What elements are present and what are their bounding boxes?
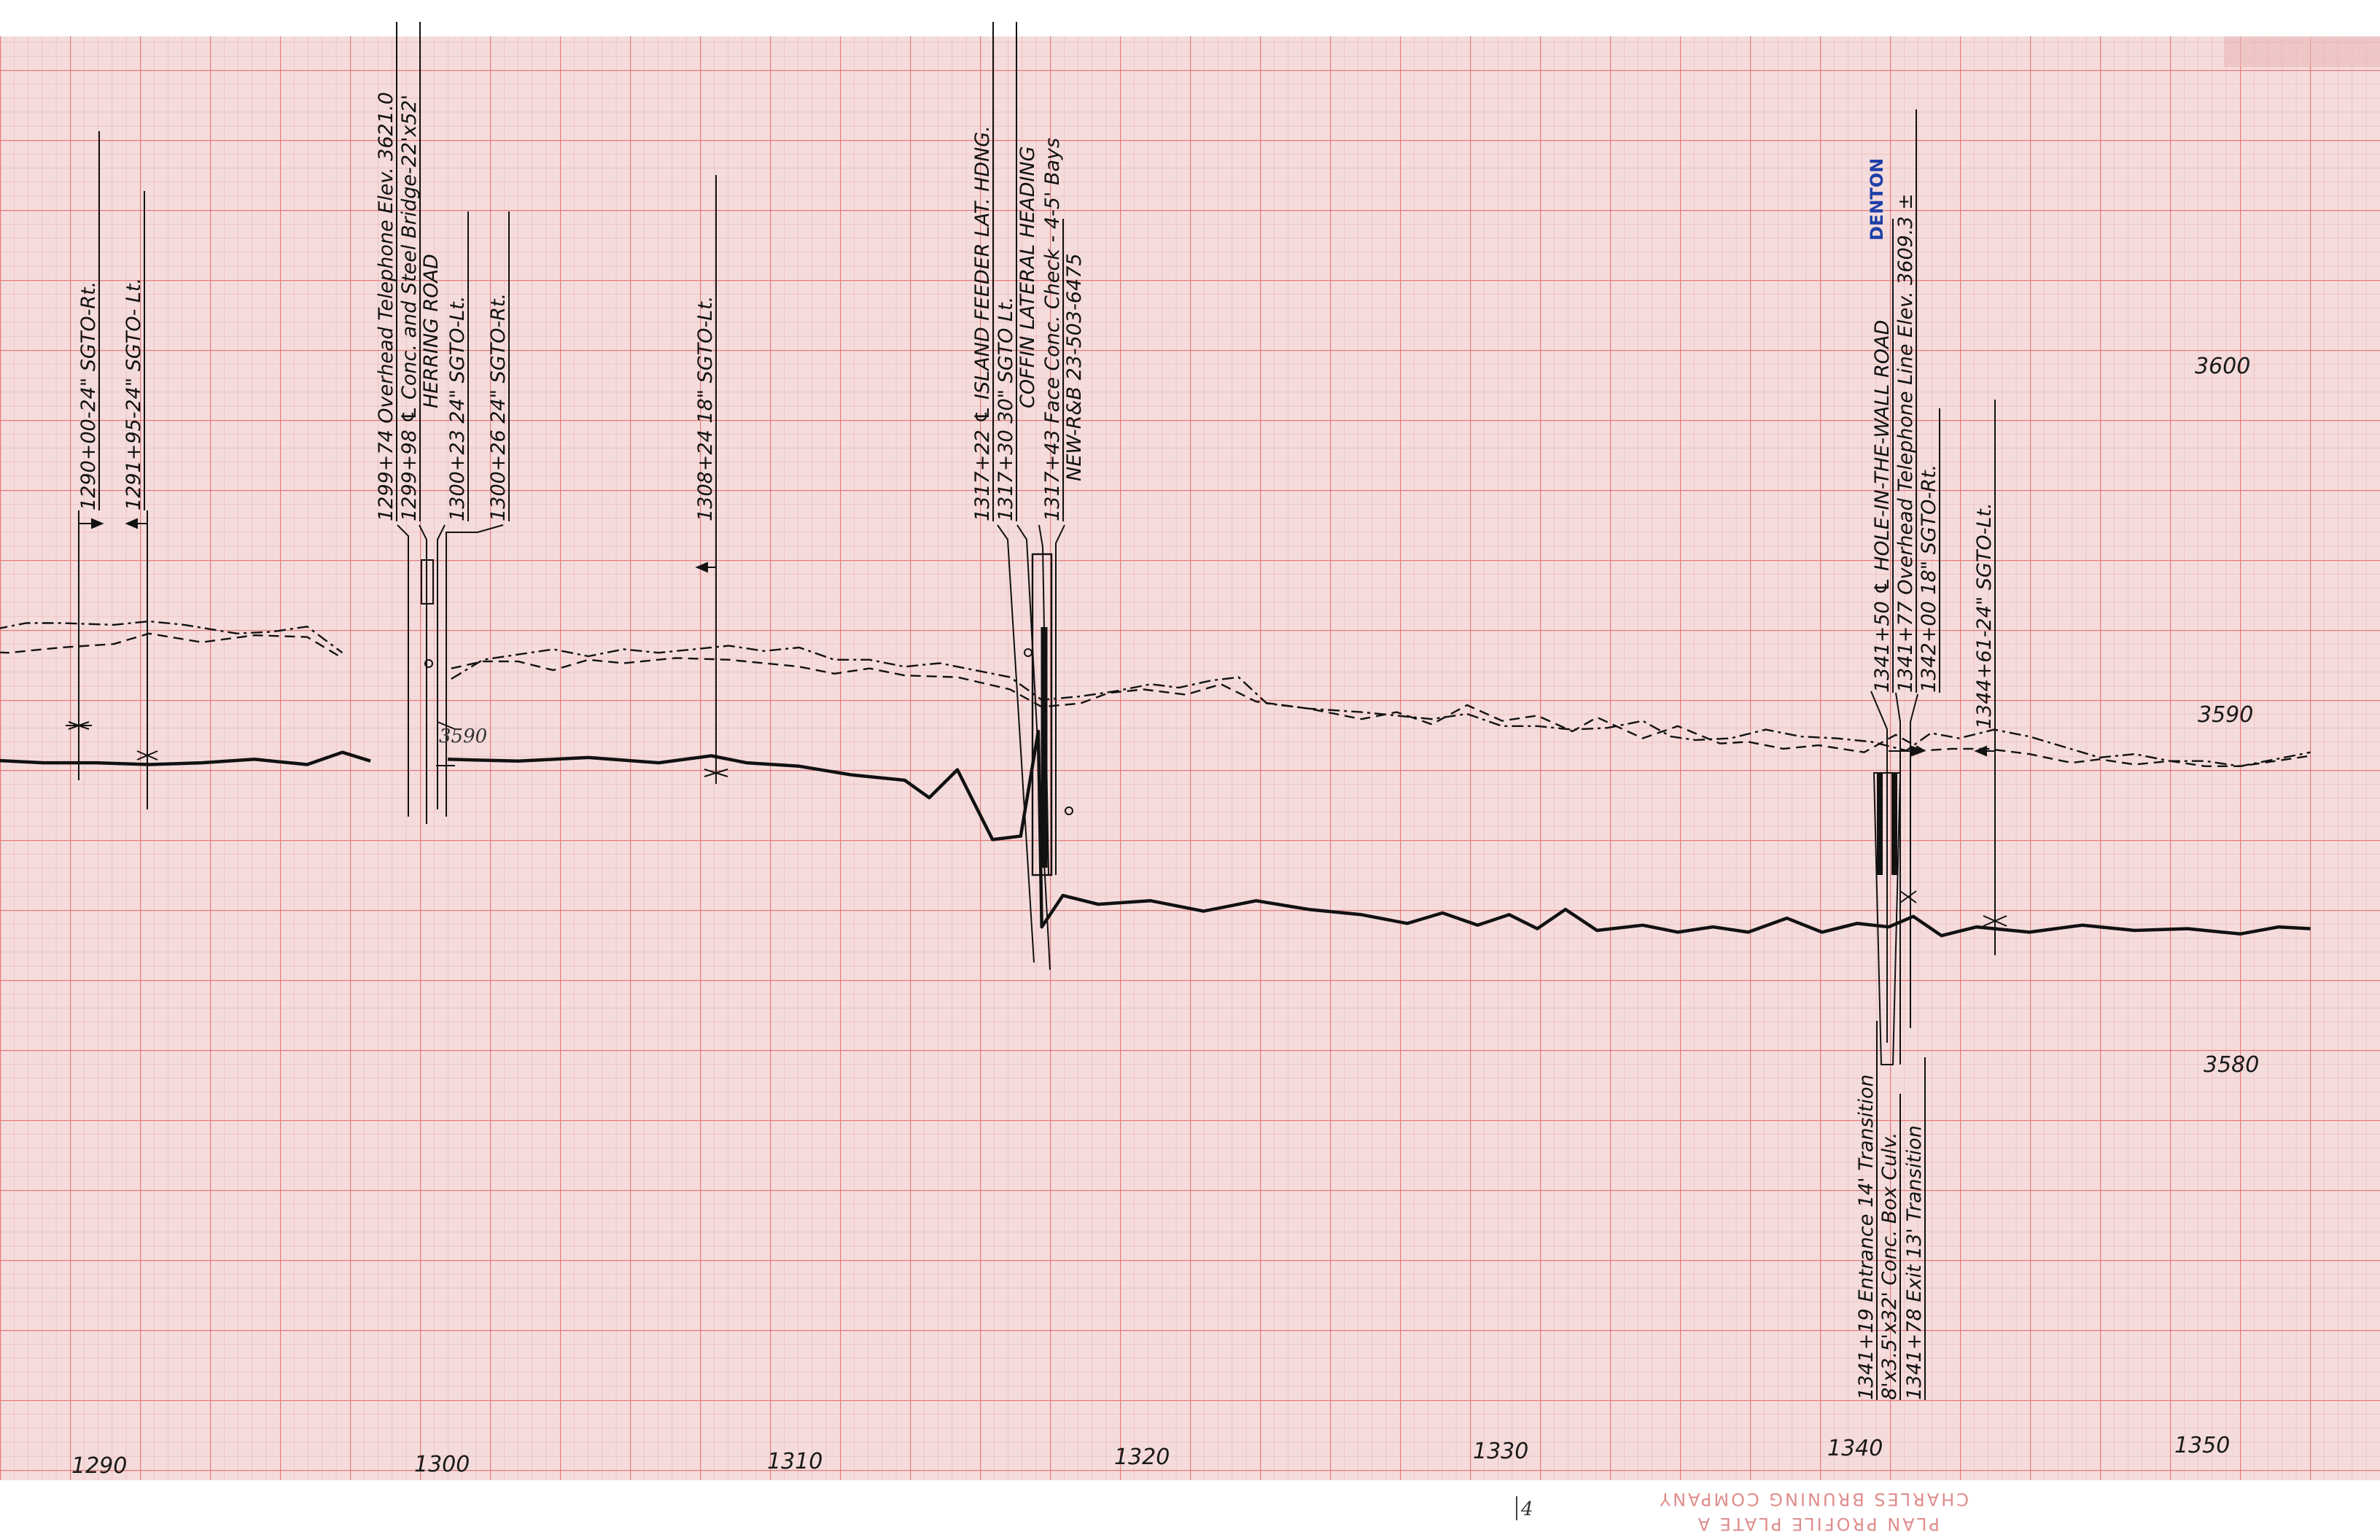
culvert-mark [1899,890,1917,903]
note-1342: 1342+00 18" SGTO-Rt. [1918,464,1940,693]
station-label-1330: 1330 [1473,1439,1528,1464]
note-1308: 1308+24 18" SGTO-Lt. [694,296,717,521]
leader-1290-mark [66,721,92,730]
elevation-label-3590: 3590 [2198,702,2253,728]
left-bank-profile [0,620,2311,767]
maker-imprint-line1: CHARLES BRUNING COMPANY [1657,1489,1969,1509]
note-box-culvert: 8'x3.5'x32' Conc. Box Culv. [1878,1132,1901,1400]
leader-1299b [419,524,427,824]
leader-1308-mark [704,769,728,777]
note-1341-road: 1341+50 ℄ HOLE-IN-THE-WALL ROAD [1871,320,1894,693]
note-1290: 1290+00-24" SGTO-Rt. [77,281,100,510]
station-leaders [66,175,2007,1065]
elevation-label-3580: 3580 [2204,1052,2259,1078]
note-1317-sgto: 1317+30 30" SGTO Lt. [995,297,1017,521]
profile-lines [0,620,2311,938]
maker-imprint-line2: PLAN PROFILE PLATE A [1696,1514,1940,1534]
note-1300-rt: 1300+26 24" SGTO-Rt. [487,293,510,521]
note-1291: 1291+95-24" SGTO- Lt. [122,278,145,510]
note-underlines [98,22,1940,1400]
corner-shade [2224,36,2380,67]
leader-1341b [1895,692,1901,1065]
leader-1299a [397,524,409,817]
leader-1291-arrow [125,518,138,529]
leader-1342-arrow [1911,745,1926,757]
bridge-pier-mark [424,659,433,668]
leader-1300a [437,524,446,809]
note-denton: DENTON [1867,158,1887,241]
maker-imprint: CHARLES BRUNING COMPANY PLAN PROFILE PLA… [1657,1489,1969,1534]
station-label-1300: 1300 [414,1452,470,1477]
leader-1300b [446,524,504,817]
station-labels: 1290 1300 1310 1320 1330 1340 1350 [71,1433,2230,1479]
note-new-rbb: NEW-R&B 23-503-6475 [1063,253,1086,481]
check-mark-1 [1024,648,1032,657]
elevation-labels: 3600 3590 3580 [2195,354,2259,1078]
bottom-margin [0,1480,2380,1540]
bridge-symbol [421,559,434,604]
note-1341-telephone: 1341+77 Overhead Telephone Line Elev. 36… [1894,193,1917,693]
note-coffin-lateral: COFFIN LATERAL HEADING [1016,146,1039,408]
page-mark: 4 [1520,1498,1533,1520]
note-1317-check: 1317+43 Face Conc. Check - 4-5' Bays [1041,138,1064,521]
leader-1341a [1870,691,1888,1043]
leader-1342 [1910,693,1918,1028]
elevation-label-3600: 3600 [2195,354,2250,379]
leader-1290-arrow [91,518,104,529]
check-mark-2 [1065,806,1073,815]
leader-1291-mark [136,750,158,761]
top-margin [0,0,2380,36]
note-1299-bridge: 1299+98 ℄ Conc. and Steel Bridge-22'x52' [398,95,421,521]
leader-1344-mark [1983,915,2007,927]
leader-1300-marks [436,721,456,766]
canal-bottom-profile [0,729,2311,938]
note-1299-telephone: 1299+74 Overhead Telephone Elev. 3621.0 [375,92,397,521]
station-label-1290: 1290 [71,1453,127,1479]
station-label-1310: 1310 [767,1449,822,1474]
station-label-1320: 1320 [1114,1444,1170,1470]
station-notes: 1290+00-24" SGTO-Rt. 1291+95-24" SGTO- L… [77,92,1996,1400]
note-1300-lt: 1300+23 24" SGTO-Lt. [446,296,469,521]
leader-1317a [997,524,1035,963]
note-herring-road: HERRING ROAD [420,254,443,408]
note-1341-entrance: 1341+19 Entrance 14' Transition [1855,1074,1878,1400]
leader-1317d [1055,524,1065,875]
leader-1308-arrow [695,561,708,573]
hand-elevation-note: 3590 [439,726,487,747]
note-1344: 1344+61-24" SGTO-Lt. [1973,502,1996,729]
station-label-1350: 1350 [2174,1433,2230,1458]
right-bank-profile [0,632,2311,767]
station-label-1340: 1340 [1827,1436,1883,1461]
note-1317-feeder: 1317+22 ℄ ISLAND FEEDER LAT. HDNG. [971,125,994,521]
note-1341-exit: 1341+78 Exit 13' Transition [1903,1125,1926,1400]
